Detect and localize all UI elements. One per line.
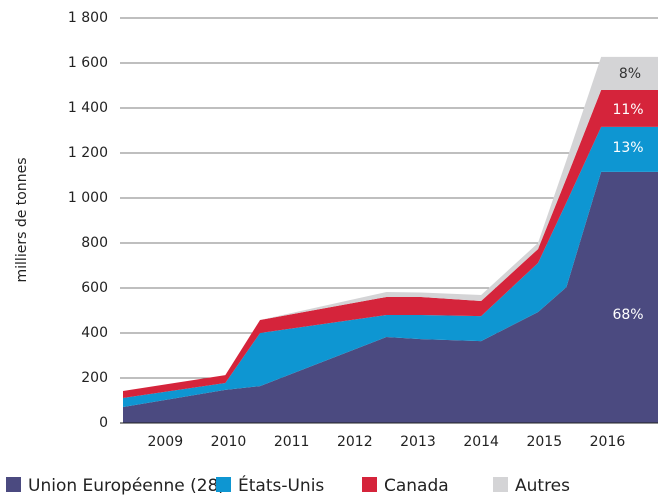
y-axis-label: milliers de tonnes <box>14 158 30 283</box>
x-tick-label: 2016 <box>590 434 626 450</box>
x-tick-label: 2013 <box>400 434 436 450</box>
legend-text: États-Unis <box>238 474 324 496</box>
legend-swatch <box>362 477 377 492</box>
area <box>123 171 658 423</box>
y-tick-label: 1 800 <box>68 10 108 26</box>
x-tick-label: 2011 <box>274 434 310 450</box>
y-tick-label: 400 <box>81 325 108 341</box>
area <box>123 90 658 399</box>
y-tick-label: 1 600 <box>68 55 108 71</box>
y-tick-label: 1 200 <box>68 145 108 161</box>
y-tick-label: 1 400 <box>68 100 108 116</box>
legend-text: Canada <box>384 476 449 496</box>
legend-text: Autres <box>515 476 570 496</box>
y-tick-label: 200 <box>81 370 108 386</box>
x-tick-label: 2009 <box>147 434 183 450</box>
y-tick-label: 0 <box>99 415 108 431</box>
annotation: 13% <box>612 140 643 156</box>
x-tick-label: 2012 <box>337 434 373 450</box>
legend-swatch <box>493 477 508 492</box>
annotation: 68% <box>612 307 643 323</box>
x-tick-label: 2010 <box>211 434 247 450</box>
x-tick-label: 2014 <box>463 434 499 450</box>
y-tick-label: 800 <box>81 235 108 251</box>
area <box>123 126 658 408</box>
legend-swatch <box>6 477 21 492</box>
y-tick-label: 1 000 <box>68 190 108 206</box>
annotation: 11% <box>612 102 643 118</box>
x-tick-label: 2015 <box>526 434 562 450</box>
y-tick-label: 600 <box>81 280 108 296</box>
legend-text: Union Européenne (28) <box>28 476 225 496</box>
annotation: 8% <box>619 66 641 82</box>
legend-swatch <box>216 477 231 492</box>
